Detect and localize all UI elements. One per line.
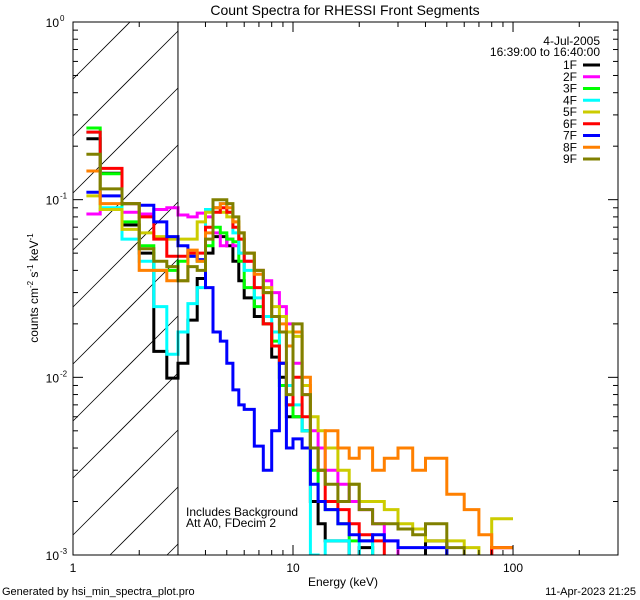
x-tick-label: 100 (503, 561, 523, 575)
legend-label-1F: 1F (563, 58, 577, 72)
hatch-line (72, 258, 179, 365)
hatch-line (72, 144, 179, 251)
y-label-exponent: -1 (26, 264, 35, 272)
hatch-line (72, 87, 179, 194)
annotation-background: Includes Background (186, 505, 298, 519)
annotation-attenuator: Att A0, FDecim 2 (186, 516, 276, 530)
hatch-line (109, 486, 179, 556)
plot-frame (72, 21, 619, 556)
series-5F-line (86, 194, 513, 555)
y-tick-exponent: -2 (60, 369, 68, 378)
legend-label-8F: 8F (563, 140, 577, 154)
legend-label-5F: 5F (563, 105, 577, 119)
x-tick-label: 1 (70, 561, 77, 575)
legend-label-3F: 3F (563, 82, 577, 96)
hatch-region (72, 21, 179, 556)
footer-timestamp: 11-Apr-2023 21:25 (545, 586, 636, 598)
hatch-line (72, 201, 179, 308)
footer-generated-by: Generated by hsi_min_spectra_plot.pro (2, 586, 195, 598)
hatch-line (72, 21, 131, 80)
hatch-line (72, 30, 179, 137)
legend-label-2F: 2F (563, 70, 577, 84)
hatch-line (72, 372, 179, 479)
x-axis-label: Energy (keV) (308, 575, 378, 589)
legend-label-6F: 6F (563, 117, 577, 131)
x-tick-label: 10 (286, 561, 300, 575)
y-axis-label: counts cm-2 s-1 keV-1 (26, 233, 41, 343)
y-tick-label: 10 (46, 16, 60, 30)
legend-header: 4-Jul-2005 (543, 34, 600, 48)
legend-label-7F: 7F (563, 129, 577, 143)
y-label-exponent: -2 (26, 280, 35, 288)
y-label-part: s (27, 272, 41, 281)
series-8F-line (86, 169, 513, 550)
y-label-part: counts cm (27, 288, 41, 343)
y-tick-label: 10 (46, 371, 60, 385)
y-label-exponent: -1 (26, 233, 35, 241)
hatch-line (72, 315, 179, 422)
y-tick-label: 10 (46, 549, 60, 563)
hatch-line (166, 543, 179, 556)
hatch-line (72, 429, 179, 536)
y-tick-exponent: 0 (60, 14, 65, 23)
legend-header: 16:39:00 to 16:40:00 (490, 45, 600, 59)
legend-label-4F: 4F (563, 93, 577, 107)
chart-title: Count Spectra for RHESSI Front Segments (210, 2, 479, 18)
y-tick-exponent: -1 (60, 192, 68, 201)
series-group (86, 126, 513, 555)
y-tick-label: 10 (46, 194, 60, 208)
y-label-part: keV (27, 240, 41, 264)
legend-label-9F: 9F (563, 152, 577, 166)
series-3F-line (86, 126, 375, 555)
y-tick-exponent: -3 (60, 547, 68, 556)
